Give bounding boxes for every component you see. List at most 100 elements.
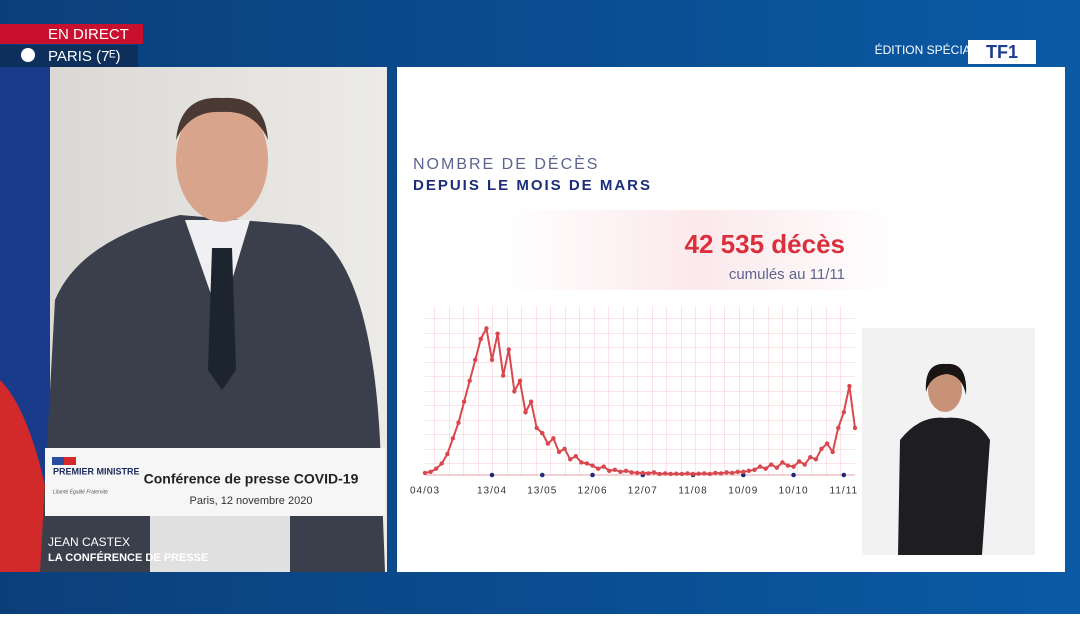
tick-dot	[489, 472, 495, 478]
data-point	[752, 467, 757, 472]
data-point	[551, 436, 556, 441]
interpreter-video	[862, 328, 1035, 555]
data-point	[439, 461, 444, 466]
x-tick-label: 10/10	[779, 486, 809, 497]
tick-dot	[539, 472, 545, 478]
data-point	[489, 357, 495, 363]
live-badge	[0, 24, 143, 44]
data-point	[813, 457, 819, 462]
highlight	[500, 210, 900, 290]
data-point	[545, 441, 551, 446]
live-text: EN DIRECT	[48, 26, 129, 43]
data-point	[623, 468, 629, 474]
data-point	[579, 460, 584, 465]
data-point	[422, 470, 428, 476]
data-point	[785, 463, 791, 468]
data-point	[757, 464, 763, 469]
data-point	[651, 470, 657, 475]
data-point	[478, 336, 484, 342]
data-point	[696, 471, 701, 476]
total-annotation: 42 535 décès	[685, 229, 845, 259]
data-point	[484, 326, 489, 331]
data-point	[741, 469, 746, 475]
x-tick-label: 13/05	[527, 486, 557, 497]
lectern-org: PREMIER MINISTRE	[53, 466, 140, 476]
pin-icon	[21, 48, 35, 62]
program-name: LA CONFÉRENCE DE PRESSE	[48, 551, 208, 564]
data-point	[590, 463, 595, 468]
data-point	[428, 469, 433, 475]
tick-dot	[741, 472, 746, 478]
data-point	[852, 425, 858, 431]
data-point	[774, 465, 780, 470]
x-tick-label: 04/03	[410, 486, 440, 497]
x-tick-label: 13/04	[477, 486, 507, 497]
lectern-date: Paris, 12 novembre 2020	[190, 495, 313, 507]
data-point	[824, 441, 830, 446]
data-point	[763, 466, 768, 471]
data-point	[830, 449, 835, 455]
x-tick-label: 12/07	[628, 486, 658, 497]
data-point	[612, 467, 618, 472]
data-point	[562, 446, 567, 452]
data-point	[819, 446, 824, 452]
data-point	[685, 471, 690, 476]
x-tick-label: 10/09	[728, 486, 758, 497]
data-point	[461, 399, 467, 404]
data-point	[802, 462, 807, 467]
data-point	[707, 471, 713, 477]
data-point	[724, 470, 729, 475]
data-point	[528, 399, 534, 404]
channel-logo	[968, 40, 1036, 64]
data-point	[668, 471, 673, 477]
data-point	[433, 466, 439, 471]
lectern-title: Conférence de presse COVID-19	[144, 471, 359, 487]
data-point	[618, 469, 623, 475]
speaker-video	[0, 67, 387, 572]
data-point	[517, 378, 523, 383]
data-point	[573, 453, 578, 459]
data-point	[635, 470, 640, 476]
data-point	[584, 461, 590, 466]
tick-dot	[590, 472, 595, 478]
data-point	[607, 468, 612, 474]
data-point	[780, 460, 785, 465]
data-point	[512, 389, 517, 394]
tick-dot	[841, 472, 847, 478]
data-point	[556, 449, 562, 455]
data-point	[595, 466, 601, 471]
data-point	[769, 462, 774, 467]
data-point	[500, 373, 506, 378]
data-point	[640, 470, 645, 476]
edition-text: ÉDITION SPÉCIALE	[875, 42, 986, 57]
x-tick-label: 12/06	[578, 486, 608, 497]
data-point	[713, 470, 718, 476]
data-point	[735, 469, 740, 475]
data-point	[646, 471, 651, 476]
data-point	[506, 347, 511, 352]
data-point	[456, 420, 461, 425]
x-tick-label: 11/08	[678, 486, 707, 497]
data-point	[690, 471, 696, 477]
data-point	[445, 451, 450, 457]
date-annotation: cumulés au 11/11	[729, 266, 845, 283]
data-point	[836, 425, 841, 431]
data-point	[718, 471, 724, 476]
lectern-motto: Liberté Égalité Fraternité	[53, 488, 108, 495]
data-point	[473, 357, 478, 363]
data-point	[657, 471, 662, 477]
location-badge	[0, 45, 138, 67]
data-point	[467, 378, 472, 383]
data-point	[841, 410, 847, 415]
chart-title: NOMBRE DE DÉCÈS	[413, 154, 599, 173]
grid	[425, 306, 855, 476]
data-point	[629, 470, 634, 475]
data-point	[847, 383, 852, 389]
data-point	[450, 436, 456, 441]
data-point	[674, 471, 679, 476]
data-point	[679, 471, 685, 477]
channel-text: TF1	[986, 42, 1018, 62]
data-point	[662, 471, 668, 476]
chart-subtitle: DEPUIS LE MOIS DE MARS	[413, 177, 652, 194]
